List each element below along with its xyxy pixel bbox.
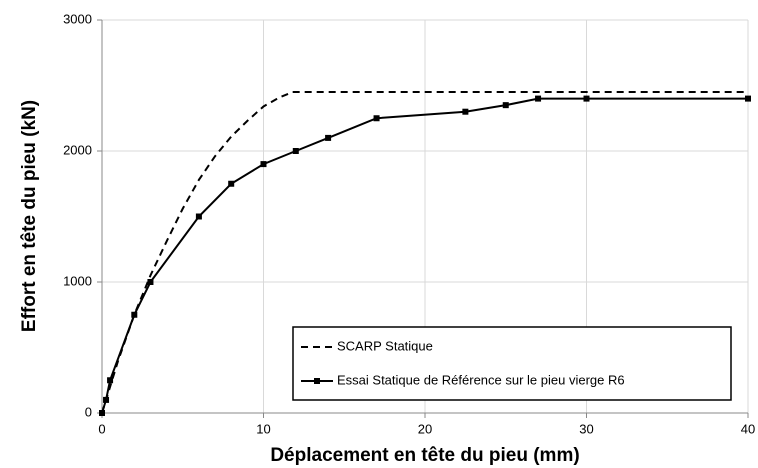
marker: [535, 95, 542, 102]
marker: [103, 396, 110, 403]
marker: [502, 102, 509, 109]
y-tick-label: 0: [85, 404, 92, 419]
marker: [147, 279, 154, 285]
x-tick-label: 40: [741, 421, 755, 436]
legend-label: Essai Statique de Référence sur le pieu …: [337, 372, 625, 387]
marker: [228, 180, 235, 187]
marker: [195, 213, 202, 220]
y-tick-label: 1000: [63, 273, 92, 288]
x-tick-label: 30: [579, 421, 593, 436]
marker: [583, 95, 590, 102]
series-line: [101, 91, 748, 414]
marker: [107, 377, 114, 384]
y-tick-label: 3000: [63, 11, 92, 26]
x-tick-label: 10: [256, 421, 270, 436]
legend-marker: [314, 378, 320, 384]
marker: [292, 148, 299, 154]
y-tick-label: 2000: [63, 142, 92, 157]
legend-box: [292, 326, 732, 401]
x-axis-title: Déplacement en tête du pieu (mm): [270, 445, 579, 466]
series-line: [101, 97, 748, 414]
marker: [745, 95, 751, 102]
marker: [260, 161, 267, 168]
x-tick-label: 20: [418, 421, 432, 436]
marker: [373, 115, 380, 122]
x-tick-label: 0: [98, 421, 105, 436]
marker: [131, 311, 138, 318]
marker: [99, 410, 105, 416]
marker: [462, 108, 469, 115]
marker: [325, 134, 332, 141]
y-axis-title: Effort en tête du pieu (kN): [19, 100, 40, 332]
legend-label: SCARP Statique: [337, 338, 433, 353]
